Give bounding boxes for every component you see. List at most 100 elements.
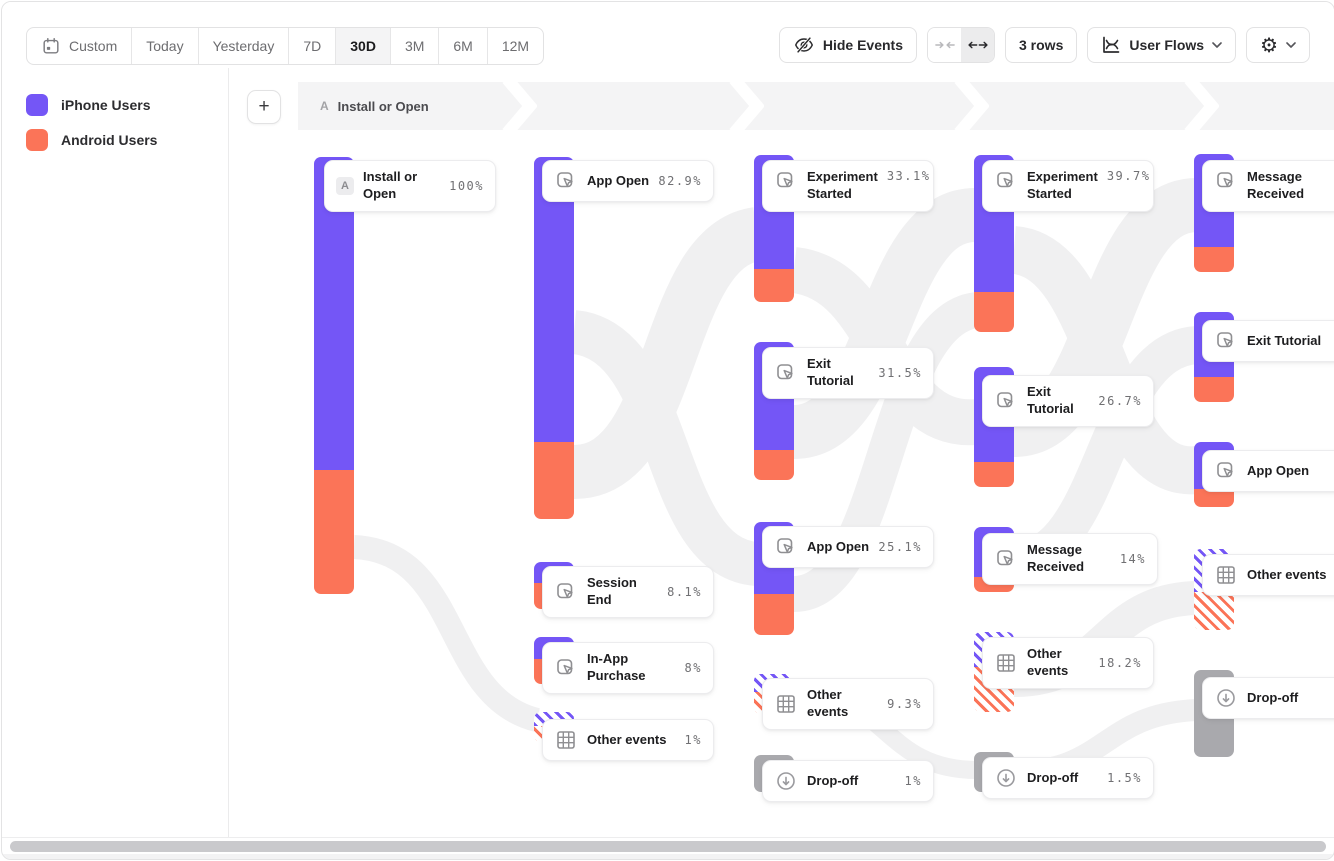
node-percent: 39.7% — [1106, 169, 1151, 183]
flow-bar-app-open[interactable] — [534, 157, 574, 519]
date-range-6m[interactable]: 6M — [439, 28, 488, 64]
node-percent: 33.1% — [886, 169, 931, 183]
event-icon — [554, 580, 578, 604]
date-range-control: Custom Today Yesterday 7D 30D 3M 6M 12M — [26, 27, 545, 65]
bar-segment-android-hatched — [1194, 592, 1234, 630]
node-name: App Open — [1247, 462, 1310, 478]
bar-segment-iphone — [534, 157, 574, 442]
flow-node-in-app-purchase[interactable]: In-App Purchase 8% — [542, 642, 714, 694]
node-name: Exit Tutorial — [807, 356, 854, 388]
flow-node-drop-off[interactable]: Drop-off 1% — [762, 760, 934, 802]
view-selector-label: User Flows — [1129, 37, 1205, 53]
series-legend: iPhone Users Android Users — [26, 94, 157, 164]
flow-node-message-received[interactable]: Message Received 14% — [982, 533, 1158, 585]
view-selector-dropdown[interactable]: User Flows — [1087, 27, 1237, 63]
date-range-7d[interactable]: 7D — [289, 28, 337, 64]
legend-item-iphone-users[interactable]: iPhone Users — [26, 94, 157, 116]
node-name: Drop-off — [1247, 689, 1299, 705]
node-percent: 31.5% — [878, 365, 922, 380]
collapse-columns-button[interactable] — [928, 28, 961, 62]
legend-label: Android Users — [61, 132, 158, 148]
legend-label: iPhone Users — [61, 97, 151, 113]
node-name: Message Received — [1027, 542, 1085, 574]
chevron-down-icon — [1212, 42, 1222, 48]
arrows-expand-icon — [968, 39, 988, 51]
chevron-separator-icon — [1183, 82, 1219, 130]
flow-bar-install-or-open[interactable] — [314, 157, 354, 594]
iphone-users-swatch — [26, 94, 48, 116]
expand-columns-button[interactable] — [961, 28, 994, 62]
rows-label: 3 rows — [1019, 37, 1064, 53]
flow-node-drop-off[interactable]: Drop-off — [1202, 677, 1334, 719]
bar-segment-android — [754, 269, 794, 302]
date-range-custom[interactable]: Custom — [27, 28, 133, 64]
node-step-badge: A — [336, 176, 354, 195]
bar-segment-android — [974, 462, 1014, 487]
grid-icon — [554, 728, 578, 752]
date-range-12m[interactable]: 12M — [501, 38, 530, 54]
event-icon — [994, 389, 1018, 413]
date-range-30d[interactable]: 30D — [336, 28, 391, 64]
node-percent: 25.1% — [878, 540, 922, 554]
flow-node-session-end[interactable]: Session End 8.1% — [542, 566, 714, 618]
node-name: Experiment Started — [1027, 169, 1098, 201]
drop-off-icon — [994, 766, 1018, 790]
flow-node-app-open[interactable]: App Open — [1202, 450, 1334, 492]
flow-node-exit-tutorial[interactable]: Exit Tutorial 26.7% — [982, 375, 1154, 427]
drop-off-icon — [774, 769, 798, 793]
event-icon — [554, 169, 578, 193]
chevron-down-icon — [1286, 42, 1296, 48]
flow-node-other-events[interactable]: Other events 18.2% — [982, 637, 1154, 689]
date-range-3m[interactable]: 3M — [391, 28, 440, 64]
node-name: App Open — [807, 538, 870, 554]
horizontal-scrollbar-track[interactable] — [2, 854, 1334, 859]
node-name: App Open — [587, 172, 650, 188]
flow-node-install-or-open[interactable]: A Install or Open 100% — [324, 160, 496, 212]
add-step-button[interactable]: + — [247, 90, 281, 124]
flow-node-app-open[interactable]: App Open 25.1% — [762, 526, 934, 568]
chevron-separator-icon — [501, 82, 537, 130]
bar-segment-android — [1194, 489, 1234, 507]
chevron-separator-icon — [953, 82, 989, 130]
flow-node-experiment-started[interactable]: Experiment Started 33.1% — [762, 160, 934, 212]
node-percent: 8.1% — [667, 584, 702, 599]
date-range-yesterday[interactable]: Yesterday — [199, 28, 290, 64]
bar-segment-android — [754, 450, 794, 480]
node-percent: 1% — [684, 733, 702, 747]
bar-segment-android — [534, 442, 574, 519]
node-percent: 26.7% — [1098, 393, 1142, 408]
node-name: Install or Open — [363, 169, 418, 201]
horizontal-scrollbar-thumb[interactable] — [10, 841, 1326, 852]
flow-step-header[interactable]: A Install or Open — [298, 82, 1334, 130]
right-toolbar: Hide Events 3 rows User Flows ⚙ — [778, 27, 1310, 63]
flow-node-other-events[interactable]: Other events 1% — [542, 719, 714, 761]
settings-dropdown[interactable]: ⚙ — [1246, 27, 1310, 63]
event-icon — [774, 535, 798, 559]
flow-node-drop-off[interactable]: Drop-off 1.5% — [982, 757, 1154, 799]
flow-node-experiment-started[interactable]: Experiment Started 39.7% — [982, 160, 1154, 212]
hide-events-button[interactable]: Hide Events — [778, 27, 917, 63]
flow-node-exit-tutorial[interactable]: Exit Tutorial 31.5% — [762, 347, 934, 399]
step-name: Install or Open — [337, 98, 429, 114]
flow-node-exit-tutorial[interactable]: Exit Tutorial — [1202, 320, 1334, 362]
grid-icon — [774, 692, 798, 716]
plus-icon: + — [258, 96, 270, 117]
event-icon — [554, 656, 578, 680]
node-name: Other events — [1247, 566, 1327, 582]
flow-node-other-events[interactable]: Other events 9.3% — [762, 678, 934, 730]
rows-button[interactable]: 3 rows — [1005, 27, 1078, 63]
calendar-icon — [41, 36, 61, 56]
flow-node-other-events[interactable]: Other events — [1202, 554, 1334, 596]
event-icon — [1214, 169, 1238, 193]
node-name: Drop-off — [1027, 769, 1079, 785]
node-percent: 100% — [449, 178, 484, 193]
event-icon — [774, 361, 798, 385]
bar-segment-android — [1194, 247, 1234, 272]
event-icon — [1214, 329, 1238, 353]
legend-item-android-users[interactable]: Android Users — [26, 129, 157, 151]
event-icon — [1214, 459, 1238, 483]
flow-node-message-received[interactable]: Message Received — [1202, 160, 1334, 212]
flow-node-app-open[interactable]: App Open 82.9% — [542, 160, 714, 202]
date-range-today[interactable]: Today — [132, 28, 199, 64]
